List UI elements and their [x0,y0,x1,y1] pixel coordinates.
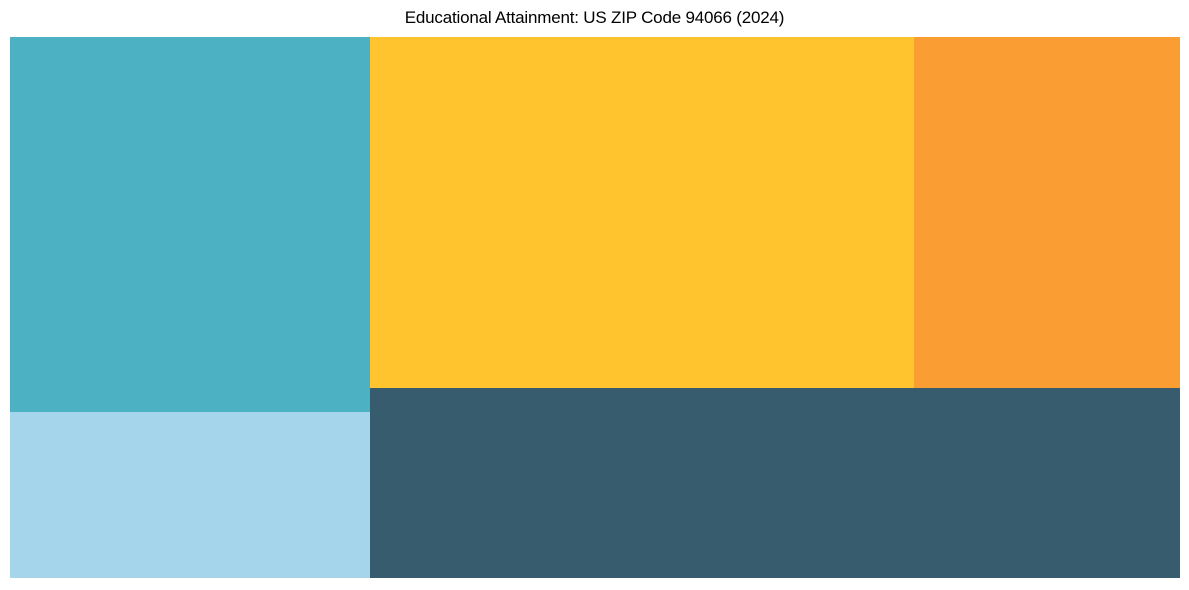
tile-top-right-orange[interactable] [914,37,1180,388]
tile-bottom-left-light-blue[interactable] [10,412,370,578]
tile-top-middle-yellow[interactable] [370,37,914,388]
treemap-chart [10,37,1180,578]
chart-title: Educational Attainment: US ZIP Code 9406… [404,8,785,27]
tile-bottom-dark-slate[interactable] [370,388,1180,578]
tile-top-left-teal[interactable] [10,37,370,412]
